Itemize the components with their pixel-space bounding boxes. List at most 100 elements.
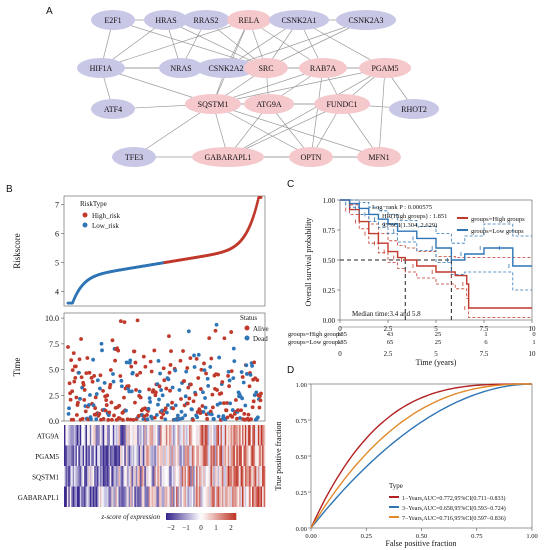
heatmap-cell (223, 425, 226, 446)
heatmap-cell (118, 486, 121, 507)
heatmap-cell (219, 425, 221, 446)
heatmap-cell (197, 425, 200, 446)
heatmap-cell (242, 425, 244, 446)
heatmap-cell (98, 425, 101, 446)
network-node: FUNDC1 (314, 94, 370, 114)
colorbar-segment (196, 513, 199, 520)
time-point (166, 377, 171, 382)
heatmap-cell (79, 486, 82, 507)
time-point (190, 407, 194, 412)
heatmap-cell (209, 425, 211, 446)
heatmap-cell (104, 425, 106, 446)
time-point (103, 408, 108, 413)
time-point (239, 408, 244, 413)
heatmap-cell (150, 466, 152, 487)
time-point (230, 414, 235, 419)
colorbar-segment (198, 513, 202, 520)
time-point (98, 373, 103, 378)
heatmap-cell (92, 486, 95, 507)
heatmap-cell (163, 425, 165, 446)
time-point (219, 391, 224, 396)
heatmap-cell (138, 466, 141, 487)
heatmap-cell (66, 466, 69, 487)
panel-label-a: A (46, 6, 53, 17)
km-curve (340, 199, 532, 267)
heatmap-cell (69, 445, 72, 466)
time-point (77, 370, 81, 375)
heatmap-cell (142, 466, 145, 487)
heatmap-cell (219, 445, 221, 466)
heatmap-cell (84, 445, 86, 466)
time-point (171, 406, 176, 411)
heatmap-cell (71, 445, 73, 466)
node-label: FUNDC1 (326, 100, 357, 109)
time-point (122, 320, 127, 325)
heatmap-cell (127, 466, 129, 487)
heatmap-cell (201, 486, 204, 507)
time-point (89, 417, 93, 422)
y-tick-label: 7 (55, 201, 59, 210)
time-point (227, 378, 232, 383)
time-point (240, 375, 245, 379)
heatmap-cell (207, 486, 210, 507)
heatmap-cell (256, 425, 259, 446)
heatmap-cell (71, 425, 73, 446)
time-point (215, 388, 219, 392)
heatmap-cell (183, 486, 185, 507)
heatmap-cell (186, 466, 188, 487)
heatmap-cell (249, 425, 251, 446)
node-label: GABARAPL1 (204, 153, 251, 162)
time-point (203, 405, 208, 410)
colorbar-segment (187, 513, 190, 520)
riskscore-point (256, 199, 260, 203)
heatmap-cell (158, 466, 161, 487)
heatmap-cell (175, 425, 178, 446)
time-point (69, 358, 74, 363)
time-point (213, 328, 218, 333)
y-tick-label: 0.25 (296, 490, 307, 497)
time-point (209, 356, 214, 361)
heatmap-cell (168, 445, 171, 466)
time-point (191, 418, 195, 422)
y-axis-label: Time (12, 358, 22, 377)
time-point (105, 393, 110, 398)
heatmap-cell (253, 445, 256, 466)
time-point (238, 416, 242, 420)
node-ellipse (159, 58, 203, 78)
heatmap-cell (65, 466, 68, 487)
heatmap-cell (84, 425, 86, 446)
heatmap-cell (75, 445, 78, 466)
node-label: ATG9A (256, 100, 282, 109)
time-point (224, 408, 229, 413)
heatmap-cell (65, 445, 68, 466)
heatmap-cell (247, 466, 250, 487)
heatmap-cell (153, 466, 155, 487)
heatmap-cell (121, 486, 124, 507)
heatmap-cell (234, 486, 237, 507)
heatmap-cell (181, 466, 184, 487)
time-point (118, 374, 123, 378)
heatmap-cell (86, 486, 89, 507)
heatmap-cell (81, 425, 83, 446)
heatmap-cell (262, 486, 264, 507)
heatmap-cell (157, 445, 160, 466)
heatmap-cell (95, 425, 98, 446)
heatmap-cell (124, 486, 127, 507)
heatmap-cell (99, 486, 102, 507)
network-node: GABARAPL1 (192, 147, 264, 167)
heatmap-cell (200, 445, 203, 466)
heatmap-cell (76, 486, 79, 507)
heatmap-cell (89, 466, 92, 487)
heatmap-cell (138, 486, 141, 507)
node-label: NRAS (170, 64, 191, 73)
time-point (194, 357, 199, 361)
heatmap-cell (92, 466, 95, 487)
heatmap-cell (119, 425, 122, 446)
heatmap-cell (95, 445, 98, 466)
time-point (84, 371, 89, 376)
time-point (83, 409, 88, 414)
heatmap-cell (118, 425, 121, 446)
heatmap-cell (249, 466, 251, 487)
colorbar-tick-label: −2 (167, 524, 175, 532)
heatmap-cell (196, 466, 198, 487)
